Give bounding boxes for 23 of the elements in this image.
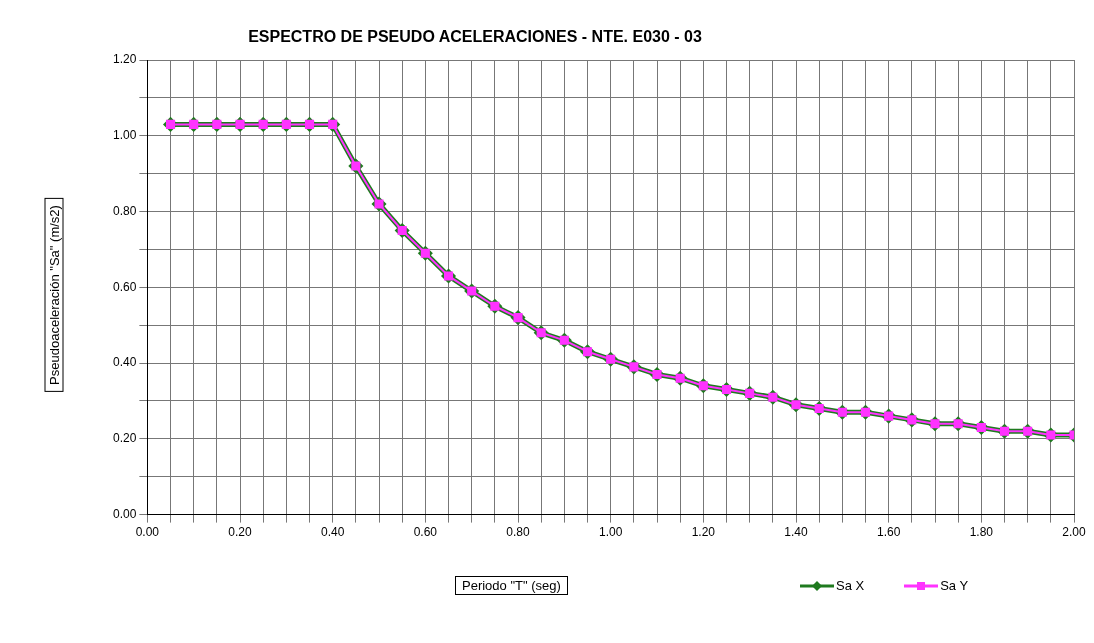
- y-tick-label: 1.00: [113, 128, 137, 143]
- x-tick-label: 1.00: [599, 525, 623, 540]
- x-tick-label: 0.20: [228, 525, 253, 540]
- chart-title: ESPECTRO DE PSEUDO ACELERACIONES - NTE. E030 - 03: [247, 28, 703, 46]
- y-tick-label: 1.20: [113, 52, 137, 67]
- y-tick-label: 0.20: [113, 431, 137, 446]
- legend-label: Sa X: [836, 578, 865, 593]
- x-tick-label: 1.20: [691, 525, 716, 540]
- x-tick-label: 0.80: [506, 525, 531, 540]
- y-tick-label: 0.00: [113, 506, 137, 521]
- x-tick-label: 0.00: [135, 525, 160, 540]
- x-axis-title: Periodo "T" (seg): [455, 576, 568, 595]
- x-tick-label: 2.00: [1062, 525, 1086, 540]
- y-tick-label: 0.40: [113, 355, 137, 370]
- y-tick-label: 0.60: [113, 279, 137, 294]
- x-tick-label: 1.60: [876, 525, 901, 540]
- x-tick-label: 1.80: [969, 525, 994, 540]
- y-tick-label: 0.80: [113, 203, 137, 218]
- x-tick-label: 0.40: [321, 525, 345, 540]
- x-tick-label: 1.40: [784, 525, 809, 540]
- legend-label: Sa Y: [940, 578, 969, 593]
- y-axis-title: Pseudoaceleración "Sa" (m/s2): [44, 198, 64, 392]
- x-tick-label: 0.60: [413, 525, 438, 540]
